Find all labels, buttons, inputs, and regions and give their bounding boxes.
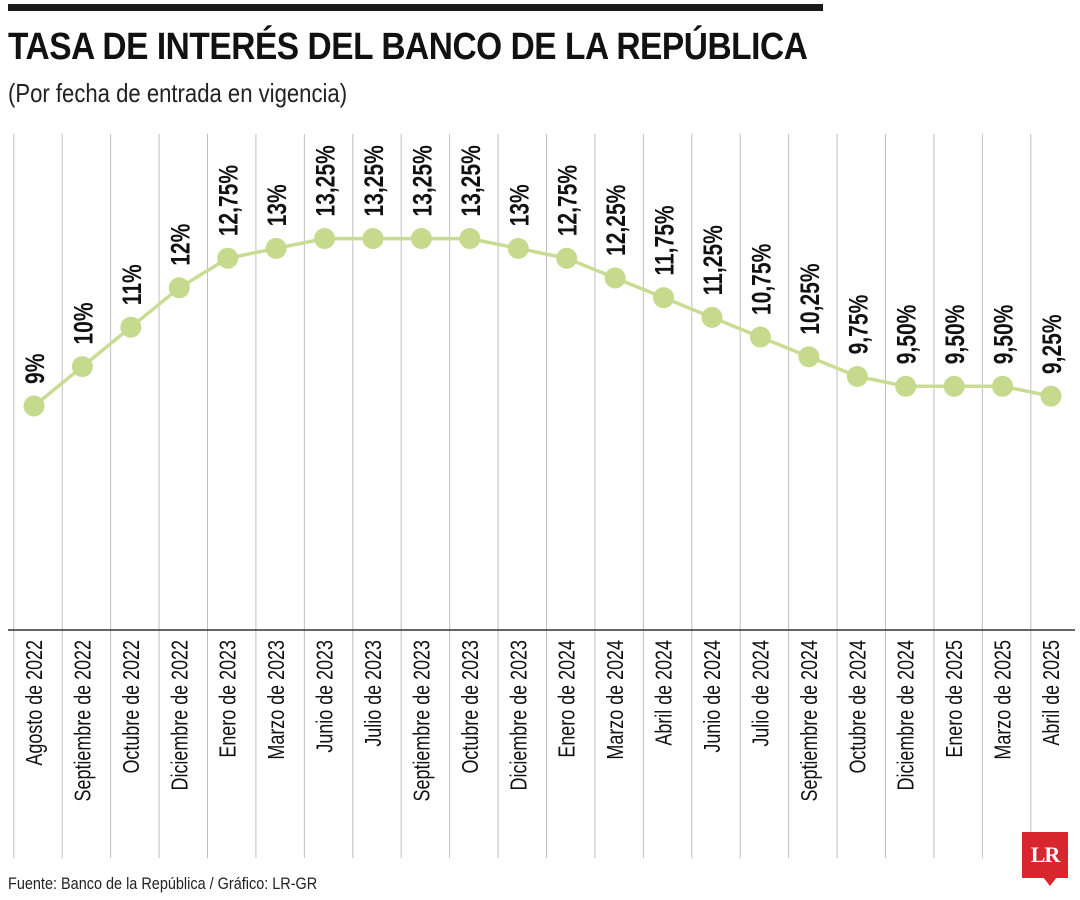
- x-tick-label: Octubre de 2024: [845, 640, 871, 774]
- data-point: [992, 375, 1014, 397]
- data-label: 13,25%: [311, 145, 341, 216]
- data-label: 11%: [117, 264, 147, 305]
- data-point: [314, 228, 336, 250]
- data-point: [604, 267, 626, 289]
- data-label: 10%: [69, 302, 99, 344]
- data-point: [71, 356, 93, 378]
- x-tick-label: Marzo de 2024: [603, 640, 629, 760]
- x-tick-label: Enero de 2024: [555, 640, 581, 758]
- data-point: [23, 395, 45, 417]
- x-tick-label: Abril de 2024: [652, 640, 678, 746]
- logo-text: LR: [1030, 842, 1061, 867]
- data-label: 9%: [21, 354, 51, 384]
- data-label: 13%: [505, 184, 535, 226]
- x-tick-label: Enero de 2023: [216, 640, 242, 758]
- top-rule: [8, 4, 823, 11]
- chart-subtitle: (Por fecha de entrada en vigencia): [8, 78, 348, 108]
- data-label: 13,25%: [408, 145, 438, 216]
- x-tick-label: Julio de 2024: [748, 640, 774, 747]
- x-tick-label: Septiembre de 2023: [409, 640, 435, 801]
- data-point: [895, 375, 917, 397]
- data-label: 12,75%: [553, 165, 583, 236]
- data-label: 13%: [263, 184, 293, 226]
- x-tick-label: Enero de 2025: [942, 640, 968, 758]
- x-tick-label: Diciembre de 2023: [506, 640, 532, 790]
- x-tick-label: Septiembre de 2022: [70, 640, 96, 801]
- x-tick-label: Septiembre de 2024: [797, 640, 823, 801]
- data-label: 11,25%: [699, 225, 729, 295]
- x-tick-label: Octubre de 2023: [458, 640, 484, 774]
- data-point: [410, 228, 432, 250]
- data-label: 9,75%: [844, 295, 874, 355]
- data-point: [556, 247, 578, 269]
- data-point: [120, 316, 142, 338]
- data-point: [459, 228, 481, 250]
- x-tick-label: Julio de 2023: [361, 640, 387, 747]
- data-label: 13,25%: [360, 145, 390, 216]
- data-label: 9,50%: [892, 305, 922, 365]
- data-point: [846, 365, 868, 387]
- x-tick-label: Agosto de 2022: [22, 640, 48, 766]
- series-line: [32, 236, 1052, 408]
- data-point: [798, 346, 820, 368]
- data-label: 12%: [166, 224, 196, 266]
- data-point: [265, 237, 287, 259]
- data-label: 9,25%: [1038, 314, 1068, 374]
- x-tick-label: Abril de 2025: [1039, 640, 1065, 746]
- source-note: Fuente: Banco de la República / Gráfico:…: [8, 874, 318, 893]
- data-point: [217, 247, 239, 269]
- data-point: [701, 306, 723, 328]
- x-tick-label: Octubre de 2022: [119, 640, 145, 774]
- logo-tip: [1043, 877, 1057, 886]
- chart-title: TASA DE INTERÉS DEL BANCO DE LA REPÚBLIC…: [8, 26, 808, 68]
- x-tick-label: Diciembre de 2022: [167, 640, 193, 790]
- data-label: 10,25%: [795, 263, 825, 334]
- data-label: 12,25%: [602, 185, 632, 256]
- data-point: [749, 326, 771, 348]
- data-label: 13,25%: [456, 145, 486, 216]
- x-tick-label: Marzo de 2025: [991, 640, 1017, 760]
- data-label: 11,75%: [650, 205, 680, 275]
- x-tick-label: Diciembre de 2024: [894, 640, 920, 790]
- data-label: 10,75%: [747, 244, 777, 315]
- data-point: [943, 375, 965, 397]
- lr-logo: LR: [1022, 832, 1068, 878]
- data-point: [168, 277, 190, 299]
- data-point: [653, 287, 675, 309]
- x-tick-label: Junio de 2024: [700, 640, 726, 753]
- x-tick-label: Junio de 2023: [313, 640, 339, 753]
- data-point: [1040, 385, 1062, 407]
- data-point: [507, 237, 529, 259]
- data-label: 9,50%: [989, 305, 1019, 365]
- data-label: 12,75%: [214, 165, 244, 236]
- data-label: 9,50%: [941, 305, 971, 365]
- data-point: [362, 228, 384, 250]
- x-tick-label: Marzo de 2023: [264, 640, 290, 760]
